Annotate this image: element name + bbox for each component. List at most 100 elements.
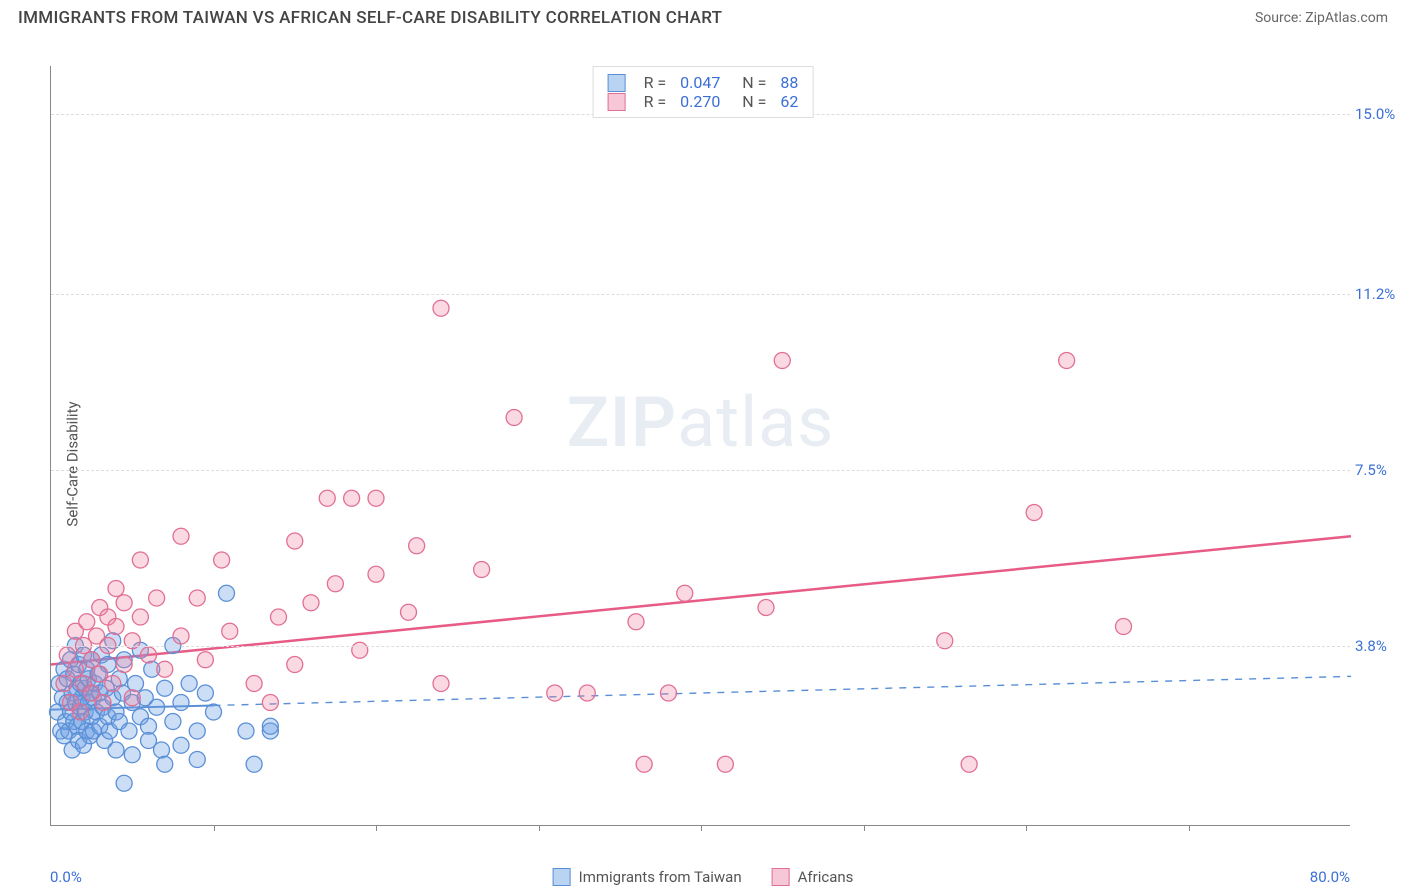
data-point xyxy=(287,657,303,673)
data-point xyxy=(116,657,132,673)
data-point xyxy=(124,747,140,763)
data-point xyxy=(319,490,335,506)
x-tick xyxy=(701,825,702,831)
data-point xyxy=(121,723,137,739)
data-point xyxy=(409,538,425,554)
x-axis-max-label: 80.0% xyxy=(1310,868,1350,886)
data-point xyxy=(149,699,165,715)
x-tick xyxy=(864,825,865,831)
data-point xyxy=(401,604,417,620)
series-legend: Immigrants from Taiwan Africans xyxy=(553,868,854,886)
legend-n-value: 62 xyxy=(780,92,798,111)
legend-swatch xyxy=(608,74,626,92)
legend-r-label: R = xyxy=(644,73,671,92)
data-point xyxy=(262,718,278,734)
data-point xyxy=(677,585,693,601)
series-legend-item: Immigrants from Taiwan xyxy=(553,868,742,886)
data-point xyxy=(246,676,262,692)
data-point xyxy=(774,353,790,369)
data-point xyxy=(368,566,384,582)
legend-row: R = 0.047 N = 88 xyxy=(608,73,799,92)
y-tick-label: 7.5% xyxy=(1355,461,1406,479)
data-point xyxy=(173,528,189,544)
series-label: Africans xyxy=(798,868,854,886)
data-point xyxy=(327,576,343,592)
data-point xyxy=(197,652,213,668)
x-tick xyxy=(539,825,540,831)
data-point xyxy=(157,756,173,772)
legend-r-value: 0.270 xyxy=(680,92,720,111)
gridline xyxy=(51,646,1350,647)
y-tick-label: 15.0% xyxy=(1355,105,1406,123)
legend-swatch xyxy=(553,868,571,886)
data-point xyxy=(149,590,165,606)
data-point xyxy=(368,490,384,506)
data-point xyxy=(128,676,144,692)
legend-n-value: 88 xyxy=(780,73,798,92)
y-tick-label: 11.2% xyxy=(1355,285,1406,303)
data-point xyxy=(628,614,644,630)
legend-r-label: R = xyxy=(644,92,671,111)
data-point xyxy=(79,614,95,630)
chart-header: IMMIGRANTS FROM TAIWAN VS AFRICAN SELF-C… xyxy=(0,0,1406,36)
data-point xyxy=(246,756,262,772)
data-point xyxy=(717,756,733,772)
data-point xyxy=(303,595,319,611)
data-point xyxy=(84,652,100,668)
data-point xyxy=(56,676,72,692)
legend-swatch xyxy=(772,868,790,886)
data-point xyxy=(95,695,111,711)
data-point xyxy=(157,661,173,677)
data-point xyxy=(661,685,677,701)
legend-r-value: 0.047 xyxy=(680,73,720,92)
data-point xyxy=(206,704,222,720)
data-point xyxy=(262,695,278,711)
x-tick xyxy=(214,825,215,831)
data-point xyxy=(1116,619,1132,635)
legend-n-label: N = xyxy=(730,73,770,92)
data-point xyxy=(154,742,170,758)
data-point xyxy=(141,647,157,663)
series-legend-item: Africans xyxy=(772,868,854,886)
data-point xyxy=(59,647,75,663)
data-point xyxy=(157,680,173,696)
data-point xyxy=(189,752,205,768)
data-point xyxy=(344,490,360,506)
data-point xyxy=(141,718,157,734)
data-point xyxy=(132,609,148,625)
data-point xyxy=(105,676,121,692)
data-point xyxy=(108,581,124,597)
data-point xyxy=(214,552,230,568)
gridline xyxy=(51,470,1350,471)
data-point xyxy=(287,533,303,549)
data-point xyxy=(173,737,189,753)
x-axis-min-label: 0.0% xyxy=(50,868,82,886)
data-point xyxy=(116,595,132,611)
data-point xyxy=(72,704,88,720)
legend-swatch xyxy=(608,93,626,111)
data-point xyxy=(189,723,205,739)
x-tick xyxy=(376,825,377,831)
data-point xyxy=(132,552,148,568)
data-point xyxy=(961,756,977,772)
data-point xyxy=(181,676,197,692)
source-attribution: Source: ZipAtlas.com xyxy=(1255,10,1388,26)
scatter-points xyxy=(51,66,1350,825)
legend-n-label: N = xyxy=(730,92,770,111)
series-label: Immigrants from Taiwan xyxy=(579,868,742,886)
data-point xyxy=(108,619,124,635)
data-point xyxy=(189,590,205,606)
data-point xyxy=(636,756,652,772)
x-tick xyxy=(1026,825,1027,831)
legend-row: R = 0.270 N = 62 xyxy=(608,92,799,111)
data-point xyxy=(116,775,132,791)
data-point xyxy=(433,300,449,316)
data-point xyxy=(222,623,238,639)
data-point xyxy=(238,723,254,739)
data-point xyxy=(67,661,83,677)
data-point xyxy=(271,609,287,625)
data-point xyxy=(547,685,563,701)
data-point xyxy=(1026,505,1042,521)
data-point xyxy=(579,685,595,701)
data-point xyxy=(219,585,235,601)
